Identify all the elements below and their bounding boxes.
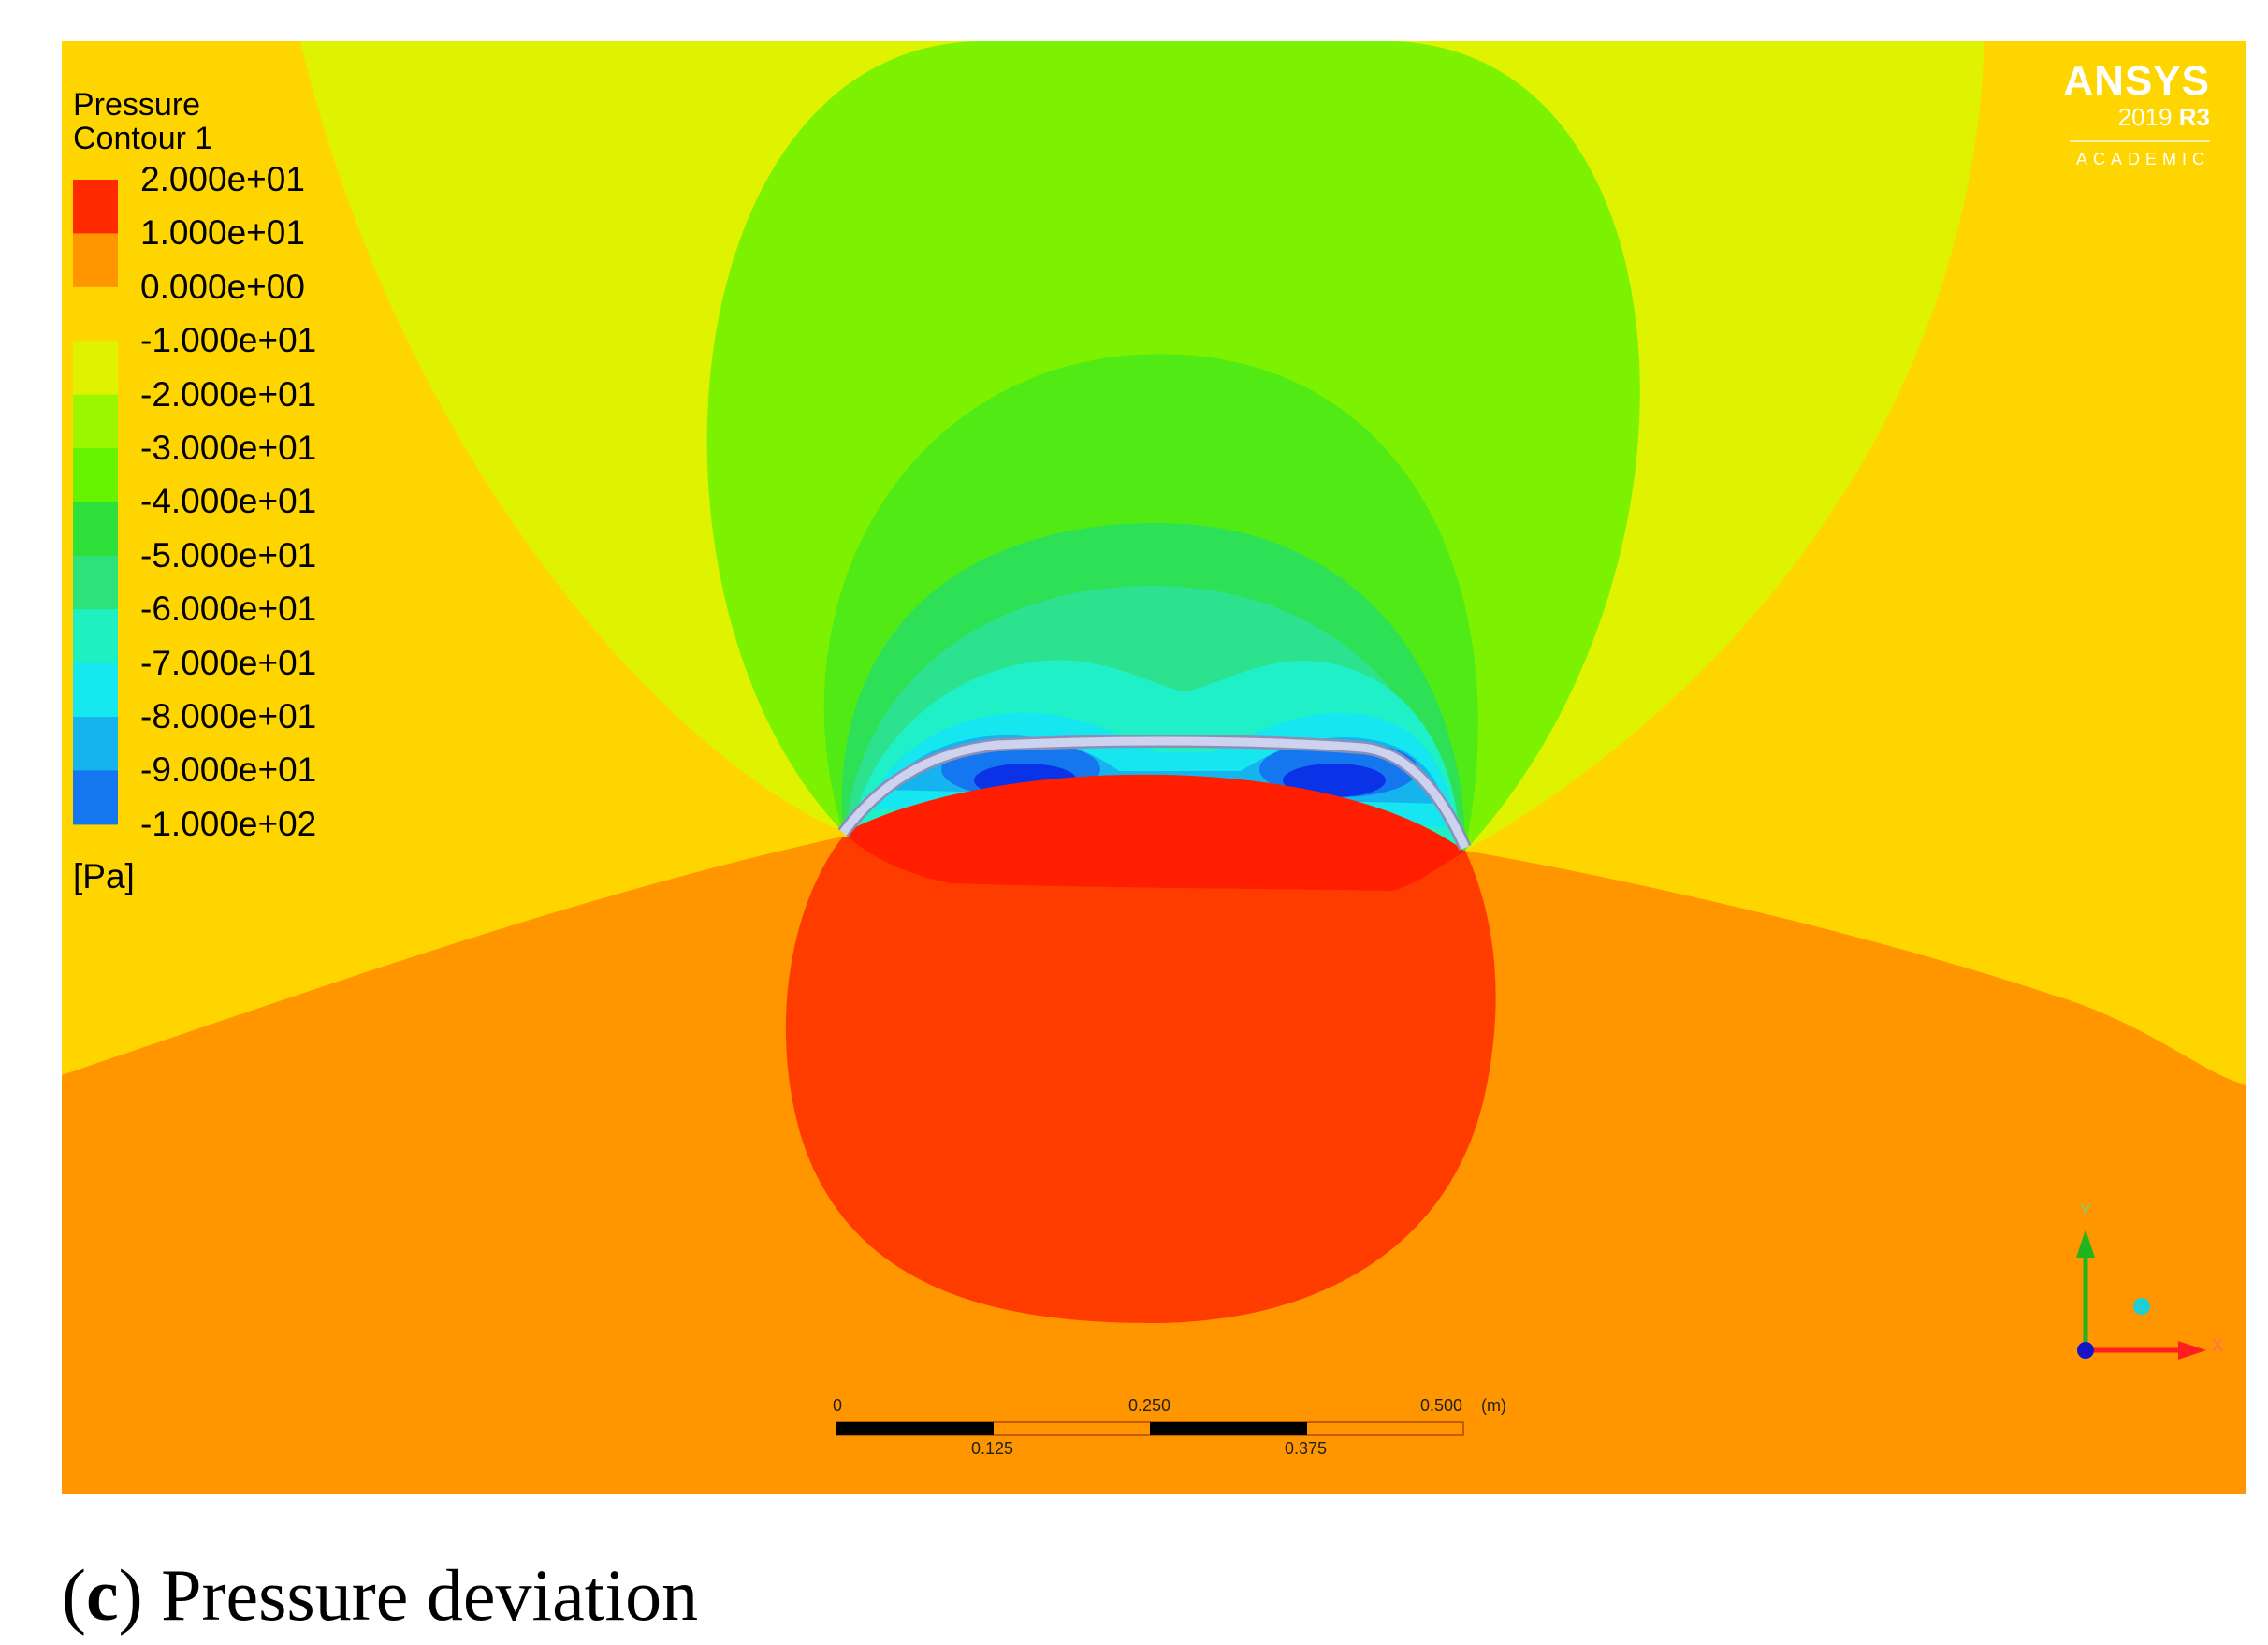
brand-version: 2019 R3: [2063, 103, 2210, 131]
caption-letter: c: [85, 1554, 119, 1636]
caption-text: Pressure deviation: [161, 1554, 699, 1636]
scale-label-0250: 0.250: [1128, 1396, 1171, 1415]
scale-label-unit: (m): [1481, 1396, 1506, 1415]
legend-swatch: [73, 286, 118, 342]
legend-level-label: -3.000e+01: [140, 429, 317, 467]
legend-swatch: [73, 394, 118, 449]
legend-swatch: [73, 341, 118, 396]
legend-swatch: [73, 717, 118, 771]
pressure-contour-plot: [62, 41, 2246, 1494]
contour-viewport: Pressure Contour 1 2.000e+01 1.000e+01 0.0…: [62, 41, 2246, 1494]
legend-color-bar: [73, 180, 118, 825]
legend-level-label: -2.000e+01: [140, 374, 317, 414]
brand-version-year: 2019: [2117, 103, 2173, 131]
scale-label-0125: 0.125: [971, 1439, 1014, 1458]
y-axis-label: Y: [2080, 1201, 2092, 1220]
brand-version-release: R3: [2178, 103, 2210, 131]
legend-level-label: 1.000e+01: [140, 213, 305, 253]
legend-subtitle: Contour 1: [73, 121, 213, 156]
legend-level-label: -1.000e+01: [140, 321, 317, 360]
legend-level-label: -6.000e+01: [140, 590, 317, 629]
minus100-lobe-right: [1283, 764, 1386, 797]
legend-swatch: [73, 502, 118, 557]
brand-edition: ACADEMIC: [2075, 150, 2210, 168]
legend-swatch: [73, 555, 118, 610]
figure-caption: (c) Pressure deviation: [62, 1554, 699, 1636]
plus20-zone-lower: [785, 837, 1496, 1323]
axis-triad: [2076, 1230, 2206, 1360]
legend-level-label: 2.000e+01: [140, 160, 305, 198]
legend-swatch: [73, 770, 118, 825]
legend-level-label: -8.000e+01: [140, 697, 317, 735]
scale-label-0: 0: [833, 1396, 843, 1415]
legend-level-label: 0.000e+00: [140, 267, 305, 306]
scale-label-0500: 0.500: [1420, 1396, 1463, 1415]
ansys-logo: ANSYS 2019 R3 ACADEMIC: [2063, 60, 2210, 168]
legend-swatch: [73, 180, 118, 234]
legend-swatch: [73, 233, 118, 288]
scale-bar: [836, 1421, 1464, 1436]
plus20-zone-upper: [844, 774, 1465, 891]
brand-name: ANSYS: [2063, 58, 2210, 104]
legend-swatch: [73, 609, 118, 664]
legend-level-label: -1.000e+02: [140, 804, 317, 843]
legend-level-label: -7.000e+01: [140, 643, 317, 682]
legend-swatch: [73, 448, 118, 502]
legend-unit: [Pa]: [73, 857, 135, 895]
x-axis-label: X: [2212, 1336, 2224, 1355]
viewpoint-ball-icon: [2133, 1298, 2150, 1315]
legend-level-label: -9.000e+01: [140, 750, 317, 790]
legend-title: Pressure: [73, 87, 201, 123]
blade-highlight: [839, 736, 1470, 850]
legend-level-label: -5.000e+01: [140, 535, 317, 575]
legend-swatch: [73, 662, 118, 718]
legend-level-label: -4.000e+01: [140, 482, 317, 521]
scale-label-0375: 0.375: [1285, 1439, 1328, 1458]
